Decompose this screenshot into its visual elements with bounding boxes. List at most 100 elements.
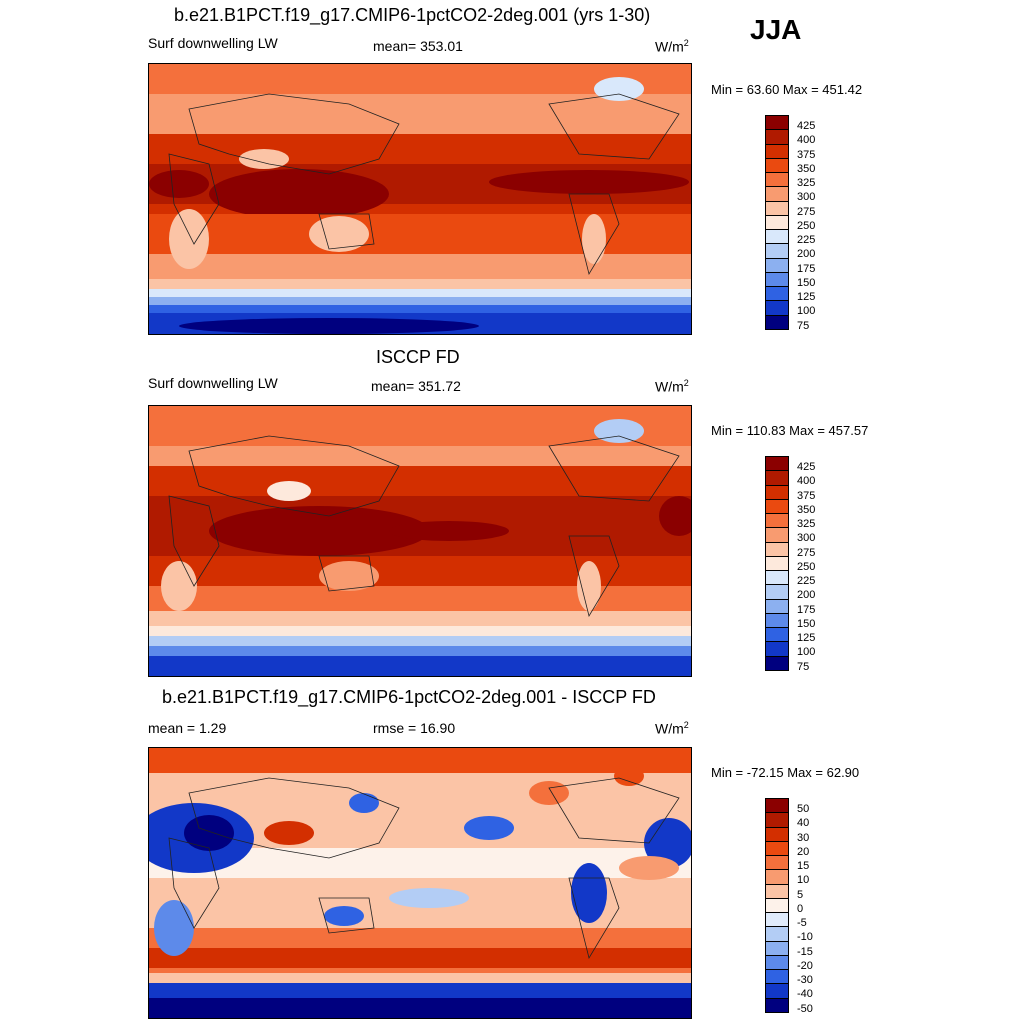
variable-label: Surf downwelling LW: [148, 35, 278, 51]
minmax-label: Min = 63.60 Max = 451.42: [711, 82, 863, 97]
colorbar-model: 425 400 375 350 325 300 275 250 225 200 175 150 125 1…: [765, 115, 815, 332]
colorbar-swatch: [765, 300, 789, 316]
colorbar-label: 400: [797, 475, 816, 488]
colorbar-label: 125: [797, 632, 816, 645]
colorbar-swatch: [765, 314, 789, 330]
colorbar-label: 30: [797, 831, 810, 844]
colorbar-label: 75: [797, 319, 810, 332]
colorbar-label: 300: [797, 191, 816, 204]
colorbar-label: 325: [797, 518, 816, 531]
colorbar-label: 5: [797, 888, 804, 901]
colorbar-label: 375: [797, 489, 816, 502]
colorbar-swatch: [765, 570, 789, 586]
colorbar-label: 375: [797, 148, 816, 161]
colorbar-label: 40: [797, 817, 810, 830]
obs-map: [148, 405, 692, 677]
colorbar-swatch: [765, 641, 789, 657]
colorbar-swatch: [765, 200, 789, 216]
colorbar-label: 250: [797, 560, 816, 573]
colorbar-swatch: [765, 983, 789, 999]
colorbar-label: 75: [797, 660, 810, 673]
colorbar-label: -50: [797, 1002, 813, 1015]
colorbar-label: 325: [797, 177, 816, 190]
panel-title: b.e21.B1PCT.f19_g17.CMIP6-1pctCO2-2deg.0…: [174, 5, 651, 25]
colorbar-label: -5: [797, 917, 807, 930]
colorbar-swatch: [765, 940, 789, 956]
colorbar-swatch: [765, 513, 789, 529]
colorbar-swatch: [765, 812, 789, 828]
colorbar-swatch: [765, 555, 789, 572]
colorbar-swatch: [765, 214, 789, 231]
diff-map: [148, 747, 692, 1019]
colorbar-label: 150: [797, 276, 816, 289]
mean-label: mean= 351.72: [371, 378, 461, 394]
colorbar-swatch: [765, 954, 789, 971]
colorbar-label: 225: [797, 575, 816, 588]
colorbar-label: 350: [797, 503, 816, 516]
colorbar-diff: 50 40 30 20 15 10 5 0 -5 -10 -15 -20 -30 -40 -50: [765, 798, 813, 1015]
colorbar-label: 10: [797, 874, 810, 887]
colorbar-swatch: [765, 484, 789, 500]
minmax-label: Min = 110.83 Max = 457.57: [711, 423, 869, 438]
colorbar-label: 0: [797, 902, 804, 915]
colorbar-swatch: [765, 527, 789, 543]
colorbar-label: -40: [797, 988, 813, 1001]
colorbar-label: 425: [797, 119, 816, 132]
colorbar-swatch: [765, 243, 789, 259]
colorbar-swatch: [765, 969, 789, 985]
colorbar-label: -10: [797, 931, 813, 944]
colorbar-label: 200: [797, 248, 816, 261]
model-map: [148, 63, 692, 335]
units-label: W/m2: [655, 720, 689, 737]
colorbar-label: -30: [797, 974, 813, 987]
colorbar-label: 400: [797, 134, 816, 147]
colorbar-swatch: [765, 840, 789, 857]
colorbar-swatch: [765, 470, 789, 486]
colorbar-swatch: [765, 498, 789, 515]
colorbar-label: 125: [797, 291, 816, 304]
colorbar-swatch: [765, 997, 789, 1013]
colorbar-label: 225: [797, 234, 816, 247]
mean-label: mean = 1.29: [148, 720, 227, 736]
panel-title: ISCCP FD: [376, 347, 460, 367]
colorbar-label: 100: [797, 646, 816, 659]
colorbar-swatch: [765, 584, 789, 600]
colorbar-swatch: [765, 229, 789, 245]
colorbar-swatch: [765, 912, 789, 928]
colorbar-swatch: [765, 286, 789, 302]
minmax-label: Min = -72.15 Max = 62.90: [711, 765, 860, 780]
colorbar-swatch: [765, 869, 789, 885]
colorbar-swatch: [765, 172, 789, 188]
colorbar-swatch: [765, 883, 789, 899]
colorbar-swatch: [765, 655, 789, 671]
colorbar-swatch: [765, 598, 789, 614]
colorbar-label: 425: [797, 460, 816, 473]
colorbar-swatch: [765, 541, 789, 557]
colorbar-label: 150: [797, 617, 816, 630]
variable-label: Surf downwelling LW: [148, 375, 278, 391]
colorbar-obs: 425 400 375 350 325 300 275 250 225 200 175 150 125 1…: [765, 456, 815, 673]
colorbar-label: 50: [797, 802, 810, 815]
colorbar-label: 175: [797, 603, 816, 616]
colorbar-swatch: [765, 826, 789, 842]
colorbar-label: 275: [797, 205, 816, 218]
colorbar-label: -20: [797, 959, 813, 972]
colorbar-swatch: [765, 456, 789, 472]
colorbar-label: 20: [797, 845, 810, 858]
colorbar-swatch: [765, 186, 789, 202]
panel-title: b.e21.B1PCT.f19_g17.CMIP6-1pctCO2-2deg.0…: [162, 687, 656, 707]
units-label: W/m2: [655, 378, 689, 395]
colorbar-swatch: [765, 897, 789, 914]
colorbar-swatch: [765, 257, 789, 273]
colorbar-swatch: [765, 157, 789, 174]
colorbar-swatch: [765, 612, 789, 629]
colorbar-swatch: [765, 798, 789, 814]
colorbar-swatch: [765, 115, 789, 131]
colorbar-swatch: [765, 627, 789, 643]
colorbar-label: 15: [797, 860, 810, 873]
colorbar-label: 300: [797, 532, 816, 545]
colorbar-swatch: [765, 926, 789, 942]
colorbar-label: 200: [797, 589, 816, 602]
colorbar-label: 275: [797, 546, 816, 559]
colorbar-swatch: [765, 271, 789, 288]
